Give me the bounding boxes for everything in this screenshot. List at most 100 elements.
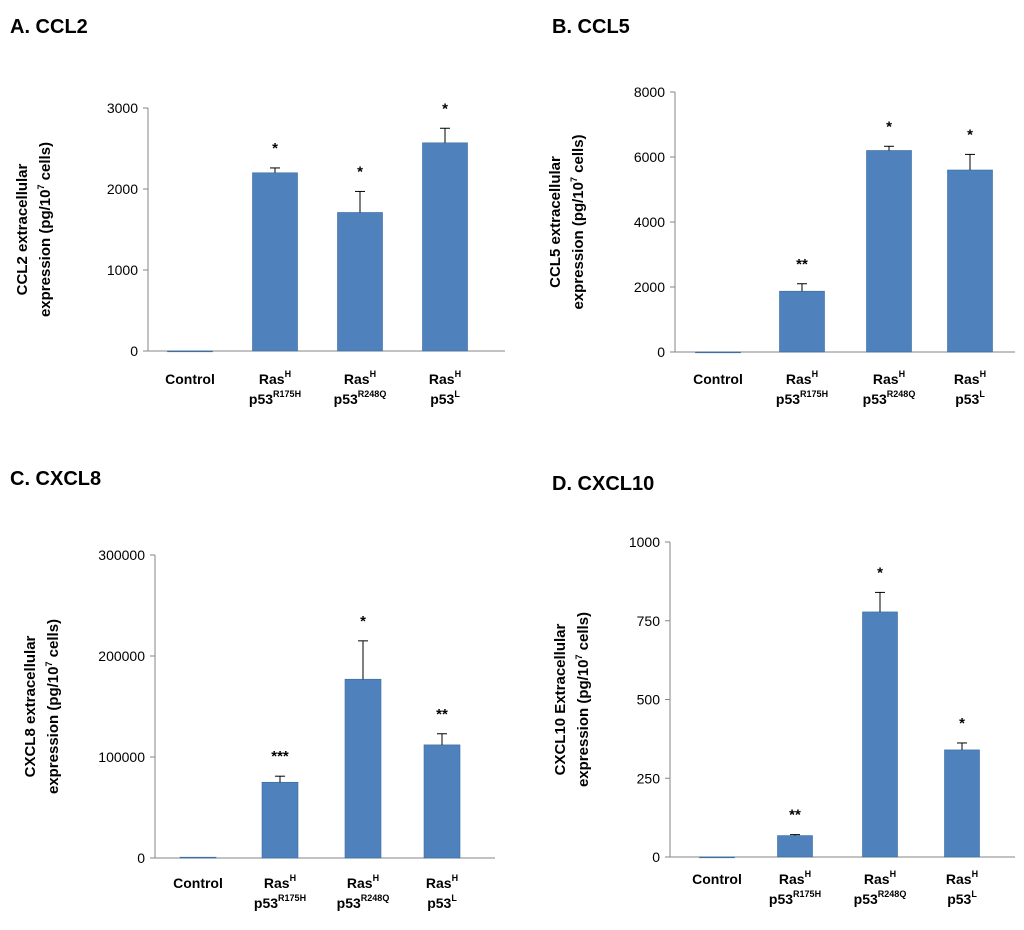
category-label-main: Ras	[786, 371, 812, 387]
category-label-superscript: H	[980, 369, 987, 379]
chart-panel-3: C. CXCL8 CXCL8 extracellular expression (p…	[10, 468, 495, 911]
category-label-superscript: H	[370, 369, 377, 379]
category-label-line1: RasH	[429, 369, 461, 387]
category-label-main: p53	[863, 391, 887, 407]
category-label-main: p53	[955, 391, 979, 407]
bar	[261, 781, 299, 859]
bar	[337, 212, 383, 352]
category-label-superscript: H	[455, 369, 462, 379]
y-axis-label-prefix: expression (pg/10	[45, 667, 62, 795]
y-tick-label: 0	[130, 343, 138, 359]
category-label-line2: p53L	[427, 893, 457, 911]
category-label-line2: p53R175H	[776, 389, 828, 407]
category-label-line1: RasH	[954, 369, 986, 387]
category-label-line1: RasH	[264, 873, 296, 891]
significance-marker: *	[272, 140, 278, 157]
y-axis-label-suffix: cells)	[45, 619, 62, 662]
y-axis-label-line1: CCL2 extracellular	[14, 163, 31, 295]
y-tick-label: 2000	[634, 279, 665, 295]
category-label-line1: RasH	[873, 369, 905, 387]
y-axis-label-line2: expression (pg/107 cells)	[574, 612, 592, 787]
category-label-line2: p53R248Q	[334, 389, 387, 407]
chart-panel-4: D. CXCL10 CXCL10 Extracellular expression …	[552, 473, 1015, 907]
y-axis-label-suffix: cells)	[37, 142, 54, 185]
y-axis-label-prefix: expression (pg/10	[575, 660, 592, 788]
category-label-main: Ras	[954, 371, 980, 387]
chart-title: D. CXCL10	[552, 473, 654, 495]
category-label-superscript: L	[451, 893, 457, 903]
category-label-superscript: R248Q	[358, 389, 387, 399]
category-label-line1: RasH	[426, 873, 458, 891]
bar	[344, 678, 382, 859]
category-label-line2: p53R175H	[769, 889, 821, 907]
y-tick-label: 1000	[629, 534, 660, 550]
category-label-main: p53	[254, 895, 278, 911]
bar	[944, 749, 980, 858]
category-label-line1: RasH	[347, 873, 379, 891]
chart-panel-2: B. CCL5 CCL5 extracellular expression (pg/…	[547, 16, 1015, 407]
bar	[252, 172, 298, 352]
category-label-main: Ras	[347, 875, 373, 891]
y-tick-label: 4000	[634, 214, 665, 230]
y-tick-label: 200000	[98, 648, 145, 664]
y-axis-label-prefix: expression (pg/10	[37, 190, 54, 318]
bar	[422, 142, 468, 352]
category-label-superscript: R248Q	[887, 389, 916, 399]
category-label-superscript: L	[971, 889, 977, 899]
y-tick-label: 2000	[107, 181, 138, 197]
category-label-line2: p53R175H	[249, 389, 301, 407]
category-label-line2: p53R175H	[254, 893, 306, 911]
category-label-superscript: H	[373, 873, 380, 883]
y-tick-label: 3000	[107, 100, 138, 116]
category-label-line1: RasH	[786, 369, 818, 387]
category-label-main: p53	[947, 891, 971, 907]
bar	[862, 611, 898, 858]
category-label-superscript: R248Q	[878, 889, 907, 899]
category-label-superscript: L	[454, 389, 460, 399]
chart-title: A. CCL2	[10, 16, 88, 38]
category-label-main: p53	[776, 391, 800, 407]
y-axis-label-suffix: cells)	[570, 134, 587, 177]
y-tick-label: 300000	[98, 547, 145, 563]
category-label-main: Ras	[946, 871, 972, 887]
significance-marker: *	[360, 613, 366, 630]
y-tick-label: 0	[652, 849, 660, 865]
category-label-main: Control	[165, 371, 215, 387]
category-label-line1: Control	[165, 371, 215, 387]
bar	[947, 169, 993, 353]
y-axis-label-line2: expression (pg/107 cells)	[569, 134, 587, 309]
category-label-line1: RasH	[344, 369, 376, 387]
category-label-main: Ras	[426, 875, 452, 891]
significance-marker: *	[959, 715, 965, 732]
category-label-line1: RasH	[259, 369, 291, 387]
bar	[179, 856, 217, 859]
category-label-main: Ras	[779, 871, 805, 887]
category-label-superscript: H	[290, 873, 297, 883]
category-label-line2: p53R248Q	[863, 389, 916, 407]
category-label-main: Control	[692, 871, 742, 887]
category-label-main: p53	[854, 891, 878, 907]
y-axis-label-line2: expression (pg/107 cells)	[44, 619, 62, 794]
category-label-line2: p53L	[947, 889, 977, 907]
significance-marker: *	[357, 163, 363, 180]
chart-title: C. CXCL8	[10, 468, 101, 490]
category-label-line1: RasH	[864, 869, 896, 887]
y-axis-label-line1: CXCL10 Extracellular	[552, 623, 569, 775]
y-tick-label: 250	[637, 770, 661, 786]
category-label-main: p53	[430, 391, 454, 407]
category-label-superscript: H	[285, 369, 292, 379]
chart-panel-1: A. CCL2 CCL2 extracellular expression (pg/…	[10, 16, 505, 407]
category-label-main: p53	[427, 895, 451, 911]
significance-marker: *	[442, 100, 448, 117]
significance-marker: *	[877, 564, 883, 581]
category-label-superscript: H	[452, 873, 459, 883]
category-label-superscript: L	[979, 389, 985, 399]
significance-marker: **	[789, 807, 801, 824]
y-axis-label-prefix: expression (pg/10	[570, 182, 587, 310]
y-axis-label-suffix: cells)	[575, 612, 592, 655]
category-label-main: Ras	[873, 371, 899, 387]
category-label-line2: p53L	[955, 389, 985, 407]
y-tick-label: 0	[137, 850, 145, 866]
category-label-superscript: H	[805, 869, 812, 879]
